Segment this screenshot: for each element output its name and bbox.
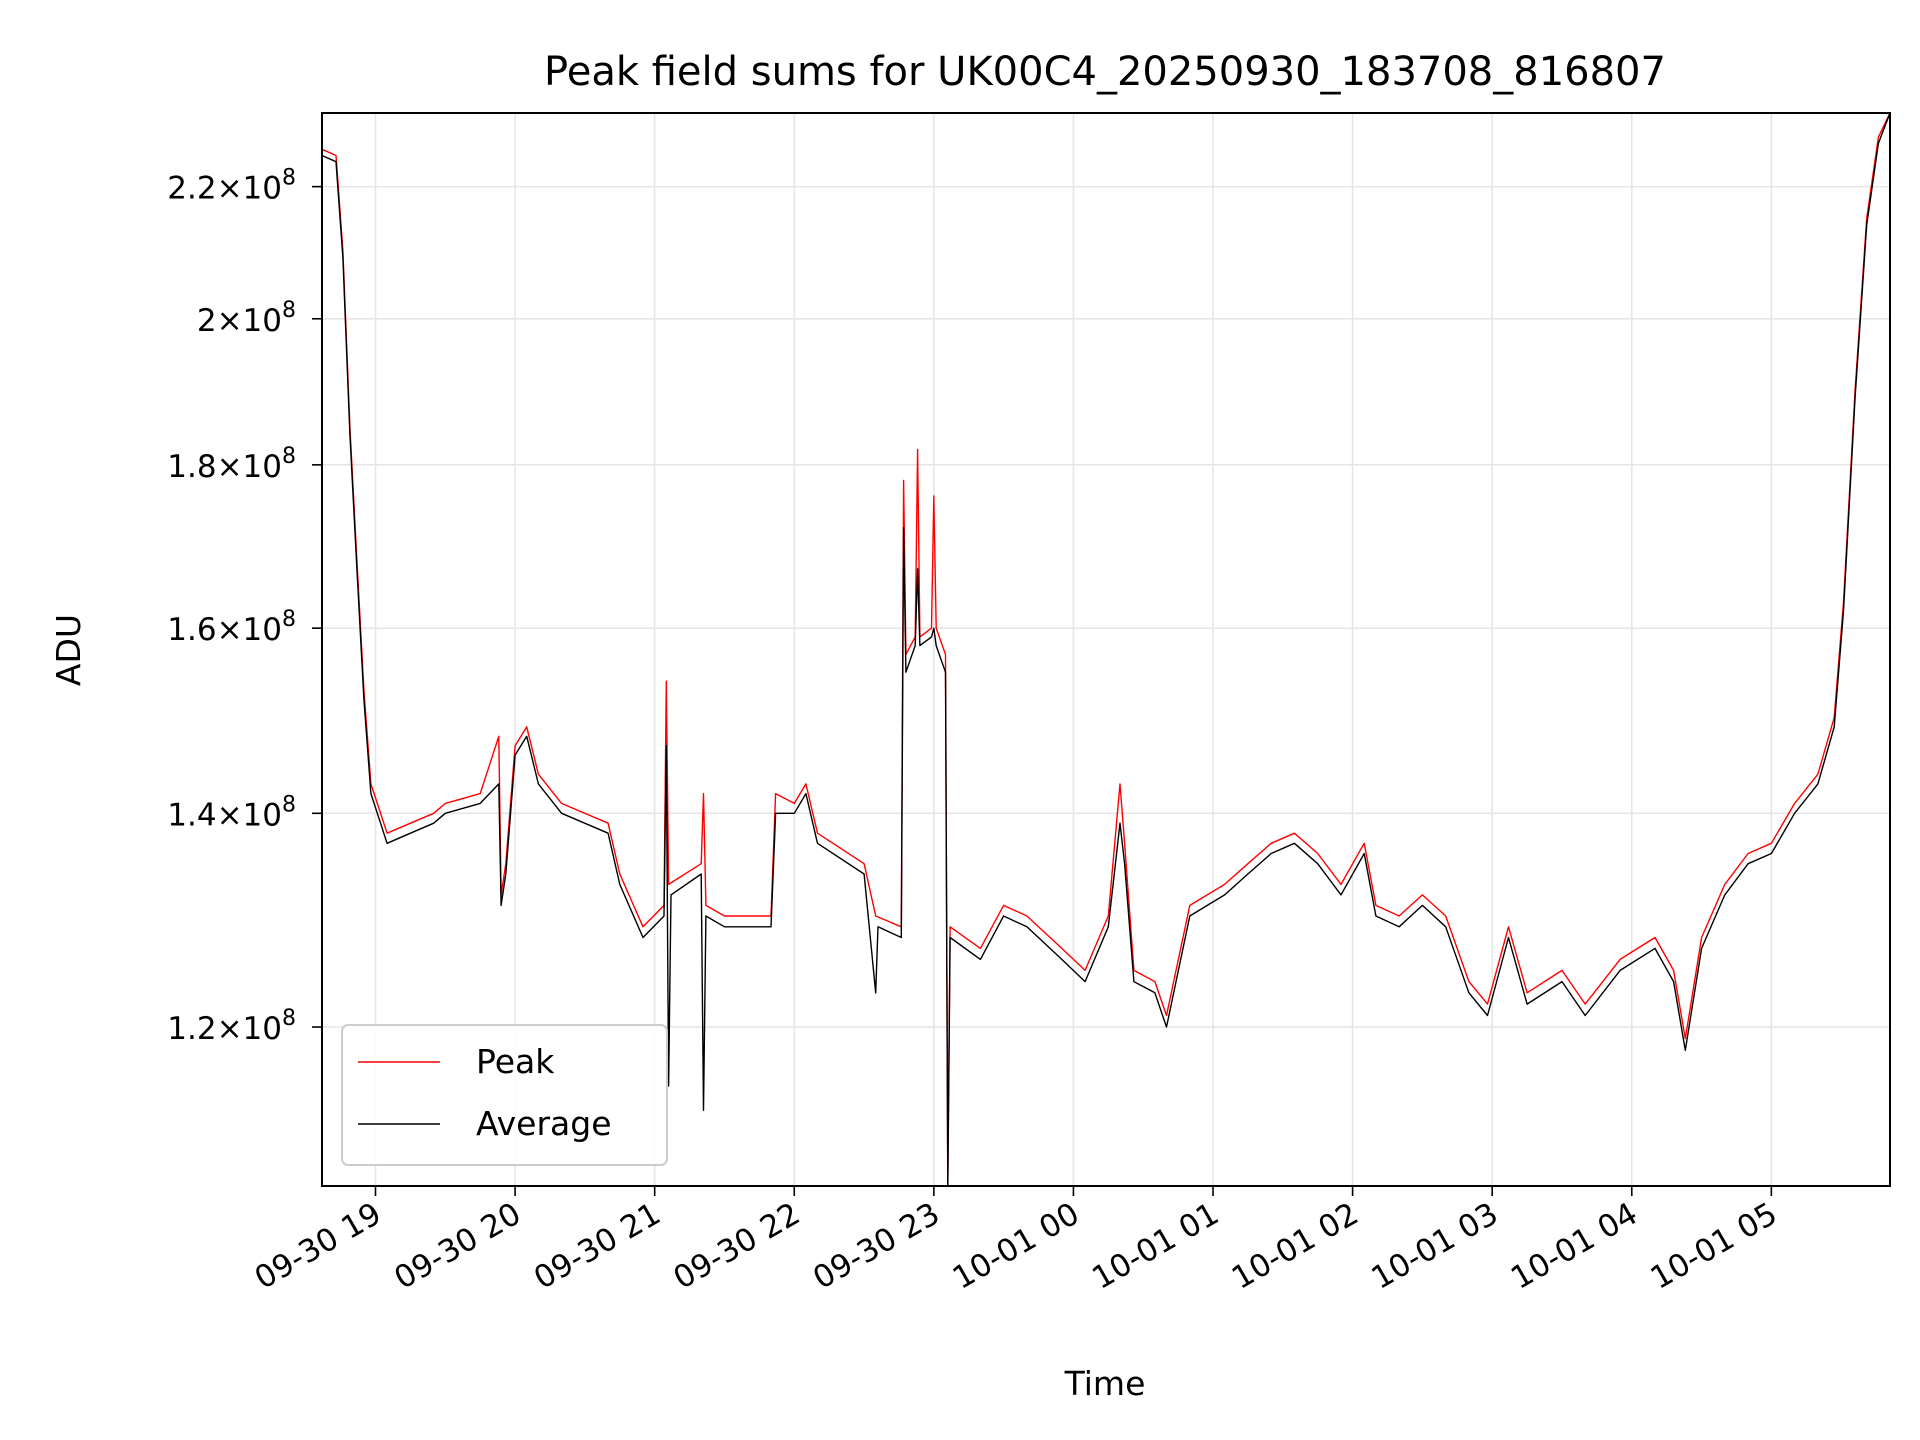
y-axis-label: ADU	[49, 614, 88, 686]
plot-area	[322, 113, 1890, 1186]
x-axis-label: Time	[1064, 1364, 1146, 1403]
legend-box	[341, 1024, 668, 1166]
y-axis: 1.2×108 1.4×108 1.6×108 1.8×108 2×108 2.2×108	[167, 166, 322, 1047]
y-tick-label: 1.4×108	[167, 792, 296, 833]
series-line-average	[322, 113, 1890, 1186]
y-tick-label: 1.6×108	[167, 607, 296, 648]
y-tick-label: 2.2×108	[167, 166, 296, 207]
plot-frame	[321, 112, 1891, 1187]
y-tick-label: 2×108	[197, 298, 296, 339]
legend: Peak Average	[341, 1024, 668, 1166]
grid	[322, 113, 1890, 1186]
y-tick-label: 1.8×108	[167, 444, 296, 485]
chart-title: Peak field sums for UK00C4_20250930_1837…	[544, 49, 1666, 95]
series-line-peak	[322, 113, 1890, 1186]
legend-label-peak: Peak	[476, 1042, 555, 1081]
y-tick-label: 1.2×108	[167, 1006, 296, 1047]
legend-label-average: Average	[476, 1104, 612, 1143]
